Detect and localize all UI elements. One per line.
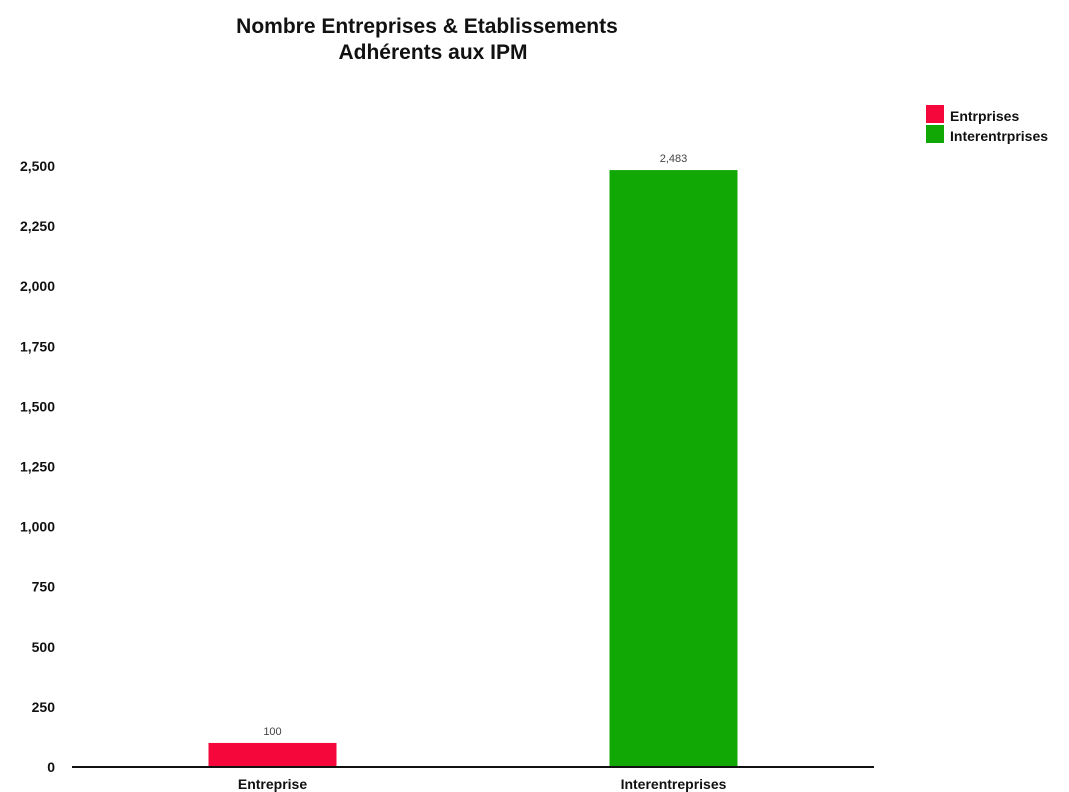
y-tick-label: 1,500 [20, 398, 55, 414]
x-tick-label: Interentreprises [621, 776, 727, 792]
data-labels: 100 2,483 [263, 153, 687, 738]
legend-label-interentrprises: Interentrprises [950, 128, 1048, 144]
x-tick-label: Entreprise [238, 776, 307, 792]
y-tick-label: 500 [32, 639, 56, 655]
y-tick-label: 1,000 [20, 519, 55, 535]
y-tick-label: 2,500 [20, 158, 55, 174]
y-tick-label: 1,250 [20, 459, 55, 475]
data-label: 2,483 [660, 153, 688, 165]
bar-interentreprises [609, 170, 738, 768]
y-axis: 0 250 500 750 1,000 1,250 1,500 1,750 2,000 2,250… [20, 158, 55, 775]
y-tick-label: 0 [47, 759, 55, 775]
legend-swatch-entrprises [926, 105, 944, 123]
data-label: 100 [263, 726, 281, 738]
y-tick-label: 1,750 [20, 338, 55, 354]
bar-entreprise [208, 742, 337, 767]
chart-title: Nombre Entreprises & Etablissements Adhé… [236, 15, 618, 64]
legend: Entrprises Interentrprises [926, 105, 1048, 144]
chart-title-line-2: Adhérents aux IPM [338, 41, 527, 64]
y-tick-label: 2,250 [20, 218, 55, 234]
legend-swatch-interentrprises [926, 125, 944, 143]
bars [208, 170, 738, 768]
legend-label-entrprises: Entrprises [950, 108, 1019, 124]
y-tick-label: 2,000 [20, 278, 55, 294]
y-tick-label: 750 [32, 579, 56, 595]
y-tick-label: 250 [32, 699, 56, 715]
x-axis: Entreprise Interentreprises [238, 776, 727, 792]
chart-title-line-1: Nombre Entreprises & Etablissements [236, 15, 618, 38]
